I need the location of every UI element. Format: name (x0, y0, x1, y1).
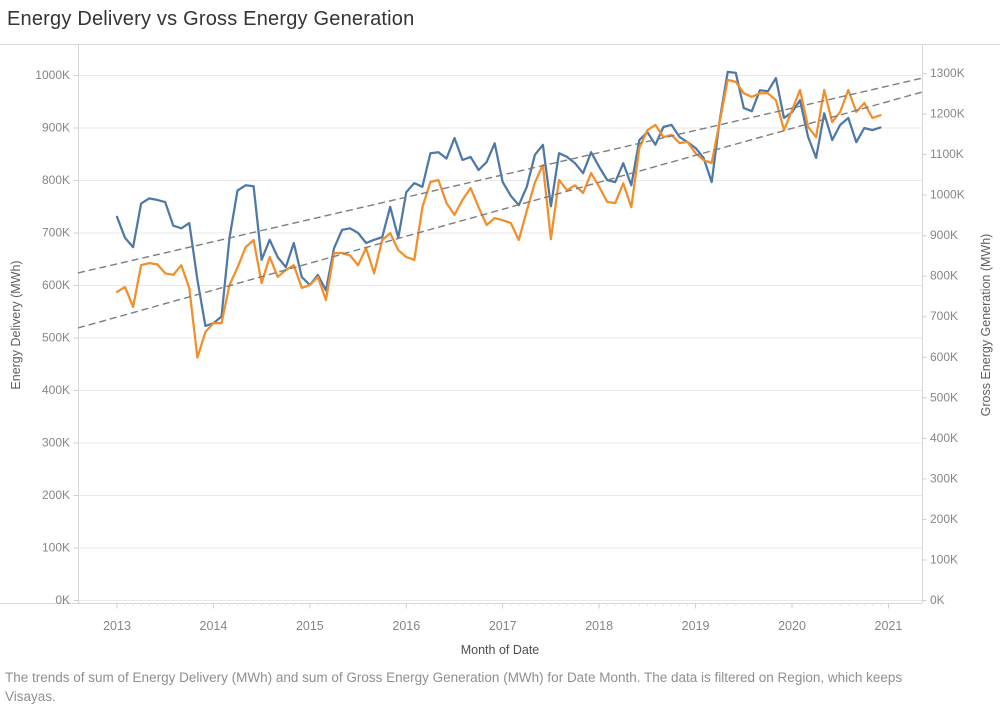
y-right-tick-label: 1000K (930, 188, 965, 202)
y-right-tick-label: 600K (930, 350, 958, 364)
y-right-tick-label: 200K (930, 512, 958, 526)
y-right-tick-label: 100K (930, 552, 958, 566)
y-left-tick-label: 600K (42, 278, 70, 292)
y-right-tick-label: 1300K (930, 66, 965, 80)
y-left-tick-label: 700K (42, 226, 70, 240)
x-year-tick-label: 2014 (200, 619, 228, 633)
gross-energy-generation-mwh-line[interactable] (115, 78, 882, 359)
x-year-tick-label: 2021 (875, 619, 903, 633)
y-left-tick-label: 1000K (35, 68, 70, 82)
y-right-tick-label: 800K (930, 269, 958, 283)
y-right-tick-label: 0K (930, 593, 945, 607)
y-right-tick-label: 700K (930, 309, 958, 323)
y-right-tick-label: 400K (930, 431, 958, 445)
x-year-tick-label: 2016 (392, 619, 420, 633)
y-left-tick-label: 0K (55, 593, 70, 607)
x-year-tick-label: 2015 (296, 619, 324, 633)
x-year-tick-label: 2013 (103, 619, 131, 633)
x-axis-title: Month of Date (460, 643, 540, 657)
x-year-tick-label: 2017 (489, 619, 517, 633)
x-year-tick-label: 2018 (585, 619, 613, 633)
y-left-tick-label: 100K (42, 541, 70, 555)
y-right-tick-label: 500K (930, 390, 958, 404)
trend-line-gross-energy-generation-mwh (77, 91, 923, 329)
y-right-tick-label: 900K (930, 228, 958, 242)
y-right-tick-label: 300K (930, 471, 958, 485)
y-right-tick-label: 1200K (930, 107, 965, 121)
y-left-tick-label: 500K (42, 331, 70, 345)
x-year-tick-label: 2020 (778, 619, 806, 633)
chart-caption: The trends of sum of Energy Delivery (MW… (5, 670, 903, 704)
y-left-tick-label: 300K (42, 436, 70, 450)
y-left-tick-label: 900K (42, 121, 70, 135)
chart-title: Energy Delivery vs Gross Energy Generati… (7, 8, 415, 30)
y-left-tick-label: 800K (42, 173, 70, 187)
energy-delivery-mwh-line[interactable] (115, 70, 882, 328)
y-axis-left-title: Energy Delivery (MWh) (9, 260, 23, 390)
x-year-tick-label: 2019 (682, 619, 710, 633)
y-left-tick-label: 400K (42, 383, 70, 397)
y-right-tick-label: 1100K (930, 147, 964, 161)
y-left-tick-label: 200K (42, 488, 70, 502)
y-axis-right-title: Gross Energy Generation (MWh) (979, 233, 993, 417)
trend-line-energy-delivery-mwh (77, 77, 923, 274)
